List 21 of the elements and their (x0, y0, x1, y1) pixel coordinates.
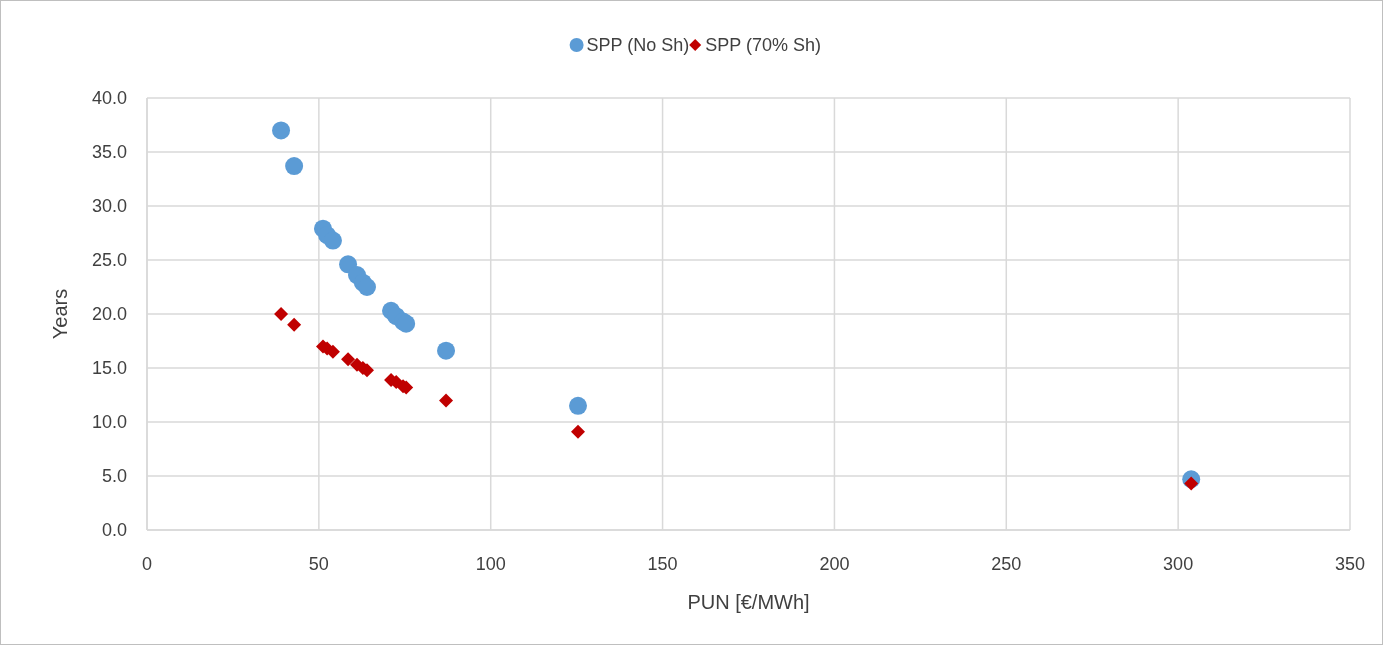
y-tick-label: 35.0 (91, 142, 127, 162)
x-tick-label: 100 (475, 554, 506, 574)
x-tick-label: 300 (1163, 554, 1194, 574)
x-tick-label: 200 (819, 554, 850, 574)
y-tick-label: 30.0 (91, 196, 127, 216)
y-tick-label: 0.0 (101, 520, 127, 540)
x-tick-label: 150 (647, 554, 678, 574)
x-tick-label: 0 (141, 554, 153, 574)
y-tick-label: 15.0 (91, 358, 127, 378)
y-tick-label: 20.0 (91, 304, 127, 324)
y-axis-title: Years (49, 288, 71, 340)
legend-label: SPP (No Sh) (586, 35, 690, 55)
x-tick-label: 50 (308, 554, 329, 574)
y-tick-label: 5.0 (101, 466, 127, 486)
y-tick-label: 25.0 (91, 250, 127, 270)
x-tick-label: 350 (1334, 554, 1366, 574)
x-axis-title: PUN [€/MWh] (687, 591, 810, 613)
legend-label: SPP (70% Sh) (705, 35, 821, 55)
y-tick-label: 10.0 (91, 412, 127, 432)
x-tick-label: 250 (991, 554, 1022, 574)
y-tick-label: 40.0 (91, 88, 127, 108)
